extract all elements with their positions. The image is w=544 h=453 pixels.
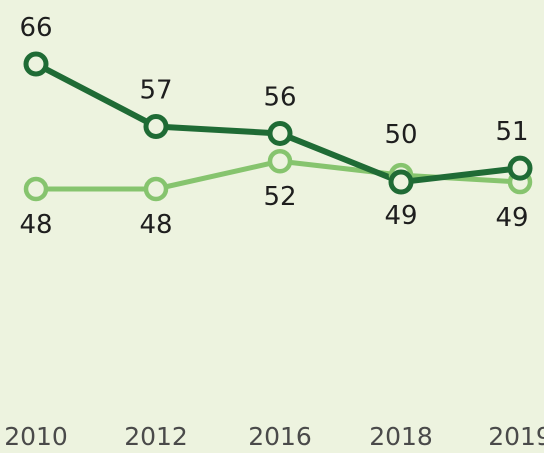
series-1-point (23, 51, 49, 77)
data-label: 52 (263, 182, 296, 212)
x-tick-label: 2016 (248, 422, 312, 451)
series-2-point (23, 176, 49, 202)
data-labels: 66 57 56 49 51 48 48 52 50 49 (19, 13, 528, 240)
data-label: 51 (495, 117, 528, 147)
series-1-point (143, 114, 169, 139)
series-points (23, 51, 533, 202)
series-1-point (388, 169, 414, 195)
data-label: 49 (495, 203, 528, 233)
data-label: 48 (139, 210, 172, 240)
data-label: 57 (139, 76, 172, 106)
data-label: 50 (384, 120, 417, 150)
series-2-point (267, 148, 293, 174)
x-axis-ticks: 2010 2012 2016 2018 2019 (4, 422, 544, 451)
x-tick-label: 2019 (488, 422, 544, 451)
series-2-point (143, 176, 169, 202)
x-tick-label: 2010 (4, 422, 68, 451)
data-label: 56 (263, 82, 296, 112)
data-label: 49 (384, 201, 417, 231)
x-tick-label: 2012 (124, 422, 188, 451)
data-label: 66 (19, 13, 52, 43)
x-tick-label: 2018 (369, 422, 433, 451)
series-1-point (267, 120, 293, 146)
data-label: 48 (19, 210, 52, 240)
series-1-point (507, 155, 533, 181)
